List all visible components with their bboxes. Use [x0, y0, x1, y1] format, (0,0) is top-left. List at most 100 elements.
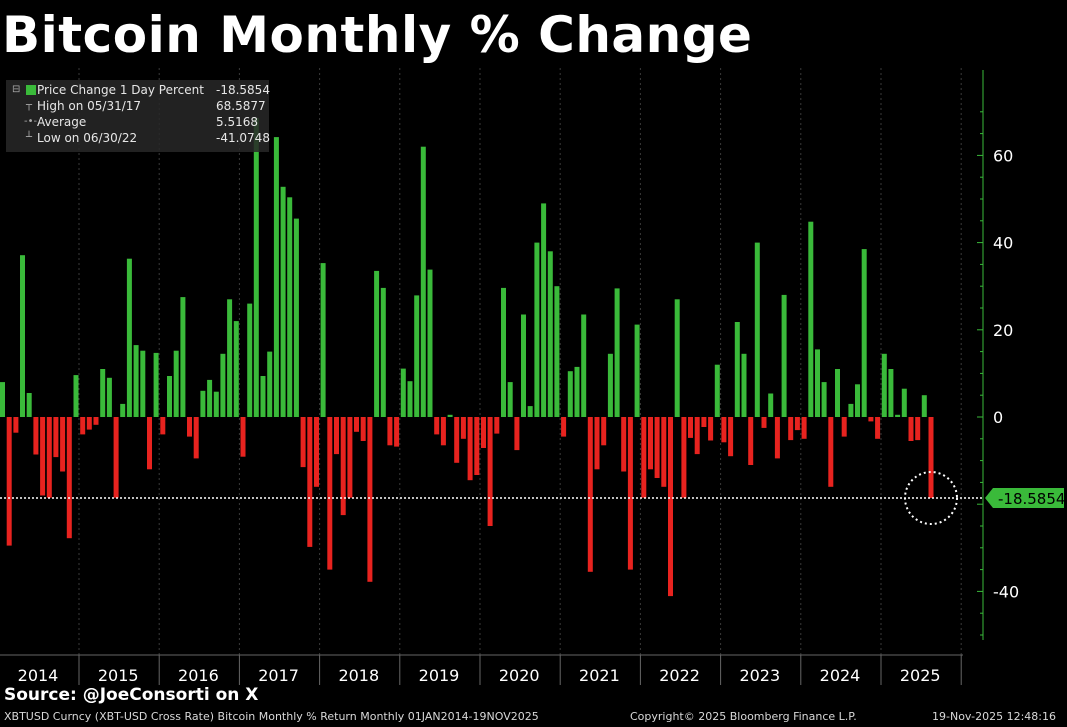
- last-value-label: -18.5854: [998, 490, 1065, 508]
- bar: [881, 353, 887, 417]
- bar: [314, 417, 319, 487]
- bar: [714, 364, 720, 417]
- bar: [167, 376, 172, 417]
- bar: [895, 414, 901, 417]
- bar: [794, 417, 800, 431]
- legend-series-value: -18.5854: [216, 83, 270, 97]
- bar: [534, 242, 540, 417]
- bar: [701, 417, 707, 427]
- bar: [327, 417, 333, 570]
- bar: [674, 299, 680, 417]
- bar: [207, 379, 213, 417]
- bar: [601, 417, 607, 446]
- legend-series-label: Price Change 1 Day Percent: [37, 83, 204, 97]
- bar: [300, 417, 306, 468]
- bar: [848, 403, 854, 417]
- bar: [253, 118, 259, 417]
- bar: [768, 393, 774, 417]
- footer-description: XBTUSD Curncy (XBT-USD Cross Rate) Bitco…: [4, 710, 539, 723]
- average-marker-icon: -•-: [24, 116, 38, 127]
- x-tick-label: 2025: [900, 666, 941, 685]
- bar: [761, 417, 767, 428]
- bar: [454, 417, 460, 463]
- bar: [394, 417, 400, 447]
- bar: [694, 417, 700, 455]
- bar: [73, 375, 79, 417]
- bar: [928, 417, 934, 498]
- bar: [681, 417, 687, 498]
- legend-row-average: -•- Average 5.5168: [6, 114, 269, 130]
- bar: [614, 288, 620, 417]
- y-tick-label: -40: [993, 582, 1019, 601]
- bar: [200, 390, 206, 417]
- chart-title: Bitcoin Monthly % Change: [2, 6, 753, 64]
- bar: [347, 417, 353, 498]
- bar: [86, 417, 92, 430]
- x-tick-label: 2024: [820, 666, 861, 685]
- bar: [774, 417, 780, 459]
- bar: [654, 417, 660, 478]
- x-tick-label: 2017: [258, 666, 299, 685]
- bar: [561, 417, 567, 437]
- bar: [574, 366, 580, 417]
- y-tick-label: 0: [993, 408, 1003, 427]
- legend-row-series: ⊟ Price Change 1 Day Percent -18.5854: [6, 82, 270, 98]
- bar: [487, 417, 493, 526]
- bar: [267, 351, 273, 417]
- bar: [434, 417, 440, 435]
- bar: [233, 321, 239, 417]
- last-value-tag: -18.5854: [985, 488, 1065, 509]
- bar: [594, 417, 600, 470]
- bar: [868, 417, 874, 422]
- bar: [481, 417, 486, 448]
- bar: [60, 417, 66, 472]
- legend-low-value: -41.0748: [216, 131, 270, 145]
- high-marker-icon: ┬: [26, 100, 33, 111]
- bar: [140, 350, 146, 417]
- bar: [567, 371, 573, 417]
- y-tick-label: 20: [993, 321, 1013, 340]
- legend-high-label: High on 05/31/17: [37, 99, 142, 113]
- bar: [240, 417, 246, 457]
- bar: [728, 417, 734, 457]
- x-tick-label: 2015: [98, 666, 139, 685]
- bar: [801, 417, 807, 439]
- bar: [607, 353, 613, 417]
- bar: [821, 382, 827, 417]
- bar: [0, 382, 5, 417]
- legend-row-low: ┴ Low on 06/30/22 -41.0748: [6, 130, 270, 146]
- bar: [46, 417, 52, 498]
- bar: [13, 417, 19, 433]
- bar: [815, 349, 820, 417]
- bar: [547, 251, 553, 417]
- x-tick-label: 2018: [338, 666, 379, 685]
- bar: [808, 221, 814, 417]
- bar: [93, 417, 99, 425]
- last-value-circle: [904, 471, 958, 525]
- bar: [147, 417, 152, 470]
- bar: [587, 417, 593, 572]
- bar: [621, 417, 627, 472]
- x-tick-label: 2020: [499, 666, 540, 685]
- bar: [861, 249, 867, 417]
- footer-timestamp: 19-Nov-2025 12:48:16: [932, 710, 1057, 723]
- bar: [6, 417, 12, 546]
- bar: [220, 353, 226, 417]
- bar: [888, 369, 894, 417]
- bar: [213, 391, 219, 417]
- bar: [106, 377, 112, 417]
- bar: [514, 417, 520, 451]
- y-tick-label: 40: [993, 234, 1013, 253]
- bar: [287, 197, 293, 417]
- bar: [835, 369, 840, 417]
- bar: [915, 417, 921, 441]
- bar: [460, 417, 466, 439]
- x-tick-label: 2021: [579, 666, 620, 685]
- x-tick-label: 2022: [659, 666, 700, 685]
- legend-high-value: 68.5877: [216, 99, 266, 113]
- legend-low-label: Low on 06/30/22: [37, 131, 138, 145]
- tree-collapse-icon[interactable]: ⊟: [12, 84, 21, 95]
- bar: [474, 417, 480, 475]
- footer-copyright: Copyright© 2025 Bloomberg Finance L.P.: [630, 710, 857, 723]
- bar: [521, 314, 526, 417]
